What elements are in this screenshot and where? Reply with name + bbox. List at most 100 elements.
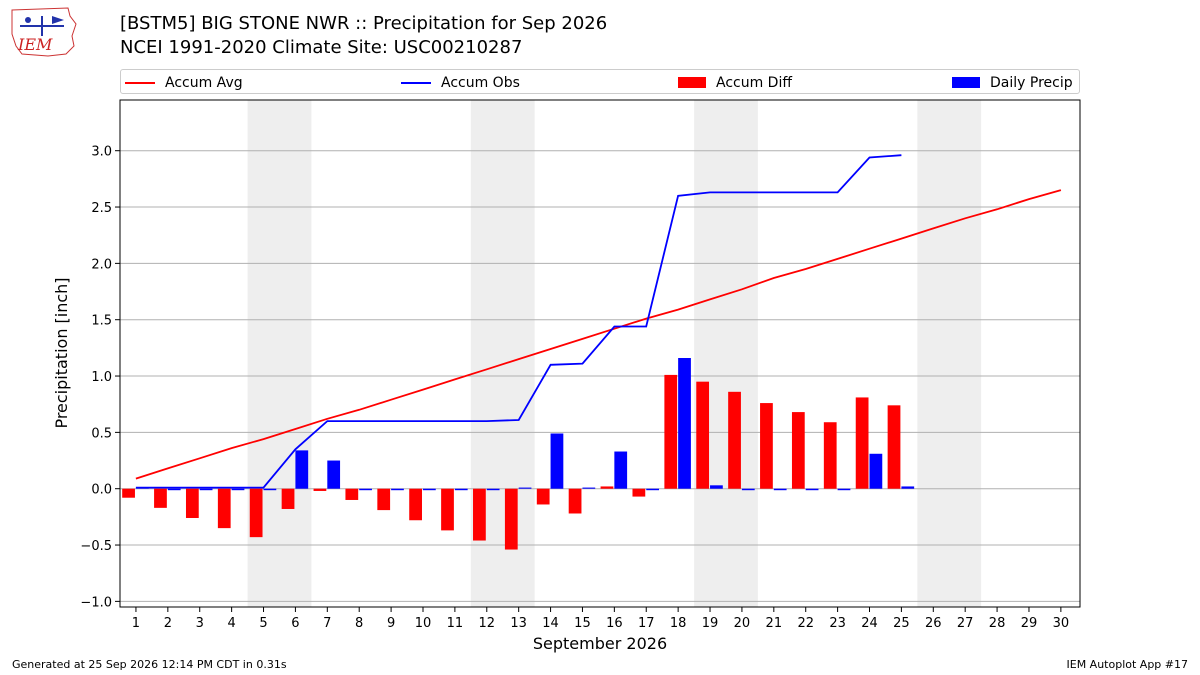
accum-diff-bar — [345, 488, 359, 500]
x-tick-label: 3 — [196, 616, 204, 631]
y-tick-label: 1.0 — [91, 370, 112, 385]
y-tick-label: 2.5 — [91, 201, 112, 216]
iem-logo: IEM — [11, 7, 77, 57]
x-tick-label: 21 — [766, 616, 783, 631]
y-tick-label: −1.0 — [80, 595, 112, 610]
accum-diff-bar — [568, 488, 582, 514]
x-tick-label: 1 — [132, 616, 140, 631]
accum-diff-bar — [313, 488, 327, 491]
x-tick-label: 13 — [510, 616, 527, 631]
weekend-shade — [470, 100, 535, 607]
chart-subtitle: NCEI 1991-2020 Climate Site: USC00210287 — [120, 37, 523, 58]
accum-diff-bar — [696, 381, 710, 489]
x-tick-label: 6 — [291, 616, 299, 631]
accum-diff-bar — [855, 397, 869, 489]
daily-precip-bar — [646, 488, 660, 491]
x-tick-label: 28 — [989, 616, 1006, 631]
daily-precip-bar — [518, 487, 532, 489]
legend-swatch-blue-line — [401, 81, 431, 84]
legend-item-daily-precip: Daily Precip — [952, 70, 1073, 95]
weekend-shade — [247, 100, 312, 607]
daily-precip-bar — [391, 488, 404, 491]
x-tick-label: 24 — [861, 616, 878, 631]
y-axis-label: Precipitation [inch] — [52, 277, 71, 428]
x-tick-label: 26 — [925, 616, 942, 631]
accum-avg-line — [135, 189, 1062, 480]
daily-precip-bar — [167, 488, 181, 491]
daily-precip-bar — [678, 358, 691, 489]
x-tick-label: 4 — [227, 616, 235, 631]
accum-obs-line — [135, 154, 902, 489]
x-tick-label: 18 — [670, 616, 687, 631]
accum-diff-bar — [122, 488, 135, 498]
x-tick-label: 14 — [542, 616, 559, 631]
accum-diff-bar — [504, 488, 518, 550]
daily-precip-bar — [454, 488, 468, 491]
logo-text: IEM — [17, 35, 53, 54]
accum-diff-bar — [728, 391, 741, 489]
x-tick-label: 30 — [1053, 616, 1070, 631]
x-axis-label: September 2026 — [533, 634, 667, 653]
legend-item-accum-diff: Accum Diff — [678, 70, 792, 95]
footer-generated: Generated at 25 Sep 2026 12:14 PM CDT in… — [12, 658, 287, 671]
daily-precip-bar — [327, 460, 341, 489]
weekend-shade — [694, 100, 758, 607]
accum-diff-bar — [154, 488, 167, 508]
x-tick-label: 16 — [606, 616, 623, 631]
accum-diff-bar — [760, 403, 773, 489]
x-tick-label: 11 — [447, 616, 464, 631]
x-tick-label: 15 — [574, 616, 591, 631]
y-tick-label: 0.5 — [91, 426, 112, 441]
accum-diff-bar — [823, 422, 837, 489]
daily-precip-bar — [741, 488, 755, 491]
x-tick-label: 2 — [164, 616, 172, 631]
weekend-shade — [917, 100, 982, 607]
daily-precip-bar — [550, 433, 564, 489]
x-tick-label: 29 — [1021, 616, 1038, 631]
accum-diff-bar — [441, 488, 454, 531]
accum-diff-bar — [536, 488, 550, 505]
legend-item-accum-avg: Accum Avg — [125, 70, 243, 95]
legend-swatch-blue-box — [952, 77, 980, 88]
accum-diff-bar — [600, 486, 614, 489]
legend-label: Accum Diff — [716, 74, 793, 91]
accum-diff-bar — [887, 405, 901, 489]
daily-precip-bar — [359, 488, 372, 491]
x-tick-label: 23 — [829, 616, 846, 631]
accum-diff-bar — [185, 488, 199, 518]
accum-diff-bar — [281, 488, 295, 509]
daily-precip-bar — [710, 485, 723, 489]
daily-precip-bar — [837, 488, 851, 491]
x-tick-label: 17 — [638, 616, 655, 631]
x-tick-label: 19 — [702, 616, 719, 631]
x-tick-label: 27 — [957, 616, 974, 631]
x-tick-label: 9 — [387, 616, 395, 631]
x-tick-label: 10 — [415, 616, 432, 631]
daily-precip-bar — [614, 451, 628, 489]
accum-diff-bar — [473, 488, 486, 541]
x-tick-label: 22 — [797, 616, 814, 631]
legend-swatch-red-line — [125, 81, 155, 84]
legend-label: Daily Precip — [990, 74, 1073, 91]
y-tick-label: 1.5 — [91, 314, 112, 329]
y-tick-label: 3.0 — [91, 145, 112, 160]
daily-precip-bar — [263, 488, 277, 491]
x-tick-label: 8 — [355, 616, 363, 631]
legend-swatch-red-box — [678, 77, 706, 88]
daily-precip-bar — [582, 487, 596, 489]
daily-precip-bar — [901, 486, 915, 489]
daily-precip-bar — [869, 453, 883, 489]
chart-title: [BSTM5] BIG STONE NWR :: Precipitation f… — [120, 13, 608, 34]
x-tick-label: 25 — [893, 616, 910, 631]
accum-diff-bar — [664, 374, 678, 489]
daily-precip-bar — [199, 488, 213, 491]
accum-diff-bar — [791, 412, 805, 489]
daily-precip-bar — [486, 488, 500, 491]
daily-precip-bar — [135, 487, 149, 489]
accum-diff-bar — [217, 488, 231, 529]
daily-precip-bar — [295, 450, 309, 489]
daily-precip-bar — [422, 488, 436, 491]
legend-label: Accum Obs — [441, 74, 520, 91]
daily-precip-bar — [231, 488, 245, 491]
